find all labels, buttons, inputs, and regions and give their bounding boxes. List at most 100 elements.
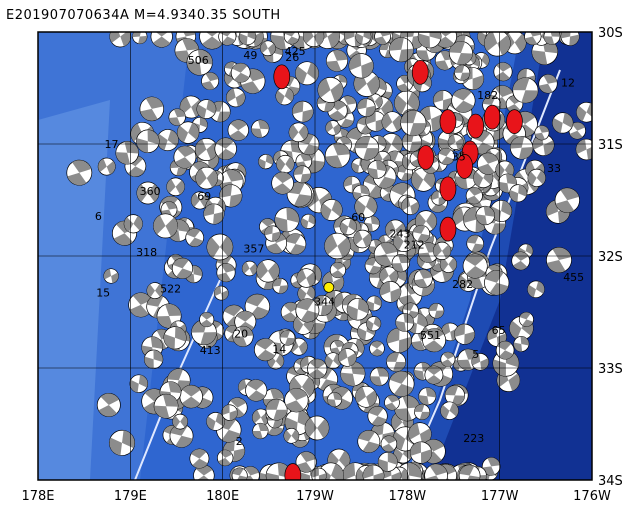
beachball <box>139 96 165 122</box>
beachball <box>493 62 513 82</box>
beachball <box>195 166 218 190</box>
beachball <box>176 121 200 144</box>
beachball <box>163 326 187 350</box>
beachball <box>355 385 377 408</box>
event-number-label: 318 <box>136 246 157 259</box>
beachball <box>199 312 215 328</box>
beachball <box>320 199 343 221</box>
beachball <box>227 119 249 141</box>
beachball <box>475 205 495 226</box>
event-number-label: 425 <box>285 45 306 58</box>
beachball <box>203 203 225 225</box>
beachball <box>241 260 258 277</box>
beachball <box>560 32 580 46</box>
beachball <box>173 145 197 169</box>
beachball <box>388 370 415 397</box>
event-number-label: 14 <box>272 343 286 356</box>
beachball <box>283 427 300 444</box>
beachball <box>146 282 164 300</box>
beachball <box>414 403 431 420</box>
beachball <box>391 253 410 273</box>
beachball <box>115 141 139 165</box>
beachball <box>477 152 500 175</box>
beachball <box>196 99 217 119</box>
event-number-label: 12 <box>561 76 575 89</box>
map-border <box>37 31 593 481</box>
beachball <box>271 171 294 195</box>
beachball <box>367 160 387 179</box>
beachball <box>279 330 296 346</box>
beachball <box>108 429 136 456</box>
lon-tick-label: 179W <box>296 489 334 504</box>
beachball <box>201 72 220 91</box>
beachball <box>357 430 381 453</box>
beachball <box>348 53 374 79</box>
beachball <box>295 298 320 323</box>
beachball <box>96 393 121 417</box>
beachball <box>386 327 412 353</box>
beachball <box>379 280 402 303</box>
beachball <box>527 168 546 188</box>
beachball <box>509 136 534 160</box>
beachball <box>339 218 357 236</box>
event-number-label: 5 <box>472 348 479 361</box>
beachball <box>189 448 210 469</box>
beachball <box>484 270 510 296</box>
beachball <box>552 112 574 134</box>
beachball <box>513 336 530 352</box>
longitude-tick-labels: 178E 179E 180E 179W 178W 177W 176W <box>21 489 610 504</box>
beachball <box>132 32 148 45</box>
beachball <box>413 269 433 289</box>
beachball <box>367 406 388 427</box>
beachball <box>451 88 476 113</box>
beachball <box>166 177 185 197</box>
beachball <box>325 120 341 136</box>
beachball <box>354 195 378 219</box>
beachball <box>276 154 295 174</box>
event-number-label: 33 <box>547 162 561 175</box>
beachball <box>258 153 274 170</box>
beachball <box>253 338 277 362</box>
beachball <box>417 32 442 49</box>
beachball <box>357 98 376 117</box>
beachball <box>325 49 349 72</box>
lon-tick-label: 176W <box>573 489 611 504</box>
beachball <box>109 32 132 48</box>
beachball-highlight <box>506 109 523 134</box>
event-number-label: 17 <box>105 138 119 151</box>
beachball <box>206 412 225 431</box>
beachball <box>366 316 382 332</box>
beachball <box>66 159 93 186</box>
beachball <box>379 266 399 286</box>
beachball <box>534 125 550 141</box>
beachball-highlight <box>483 104 501 130</box>
lat-tick-label: 32S <box>598 250 623 265</box>
beachball <box>252 422 269 440</box>
event-number-label: 212 <box>404 239 425 252</box>
beachball <box>302 32 325 48</box>
beachball <box>150 32 173 48</box>
event-number-label: 69 <box>197 190 211 203</box>
event-number-label: 49 <box>243 49 257 62</box>
event-number-label: 357 <box>243 243 264 256</box>
beachball <box>245 379 268 402</box>
event-number-label: 60 <box>351 211 365 224</box>
beachball <box>143 349 164 369</box>
beachball <box>128 292 154 318</box>
beachball <box>409 441 433 464</box>
beachball <box>440 351 456 367</box>
event-number-label: 551 <box>420 329 441 342</box>
beachball <box>260 40 276 57</box>
lon-tick-label: 180E <box>206 489 239 504</box>
event-number-label: 65 <box>492 324 506 337</box>
beachball <box>466 234 484 253</box>
beachball <box>272 277 289 294</box>
beachball <box>444 385 466 406</box>
beachball <box>381 111 403 133</box>
event-number-label: 455 <box>563 271 584 284</box>
beachball <box>307 358 328 379</box>
beachball <box>123 214 143 234</box>
beachball <box>422 328 447 353</box>
beachball <box>354 135 380 161</box>
